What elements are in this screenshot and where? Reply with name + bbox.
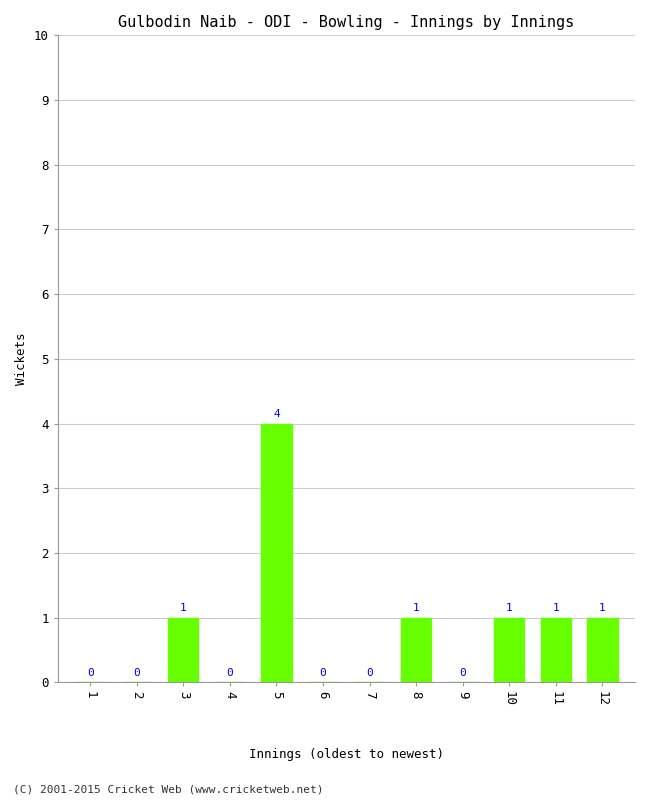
Text: 1: 1: [552, 603, 559, 613]
Bar: [261, 423, 292, 682]
X-axis label: Innings (oldest to newest): Innings (oldest to newest): [249, 748, 444, 761]
Text: 0: 0: [87, 668, 94, 678]
Text: 0: 0: [133, 668, 140, 678]
Text: 4: 4: [273, 409, 280, 419]
Text: 1: 1: [599, 603, 606, 613]
Text: 0: 0: [366, 668, 373, 678]
Bar: [494, 618, 525, 682]
Y-axis label: Wickets: Wickets: [15, 333, 28, 385]
Text: 1: 1: [413, 603, 419, 613]
Text: 0: 0: [460, 668, 466, 678]
Title: Gulbodin Naib - ODI - Bowling - Innings by Innings: Gulbodin Naib - ODI - Bowling - Innings …: [118, 15, 575, 30]
Text: (C) 2001-2015 Cricket Web (www.cricketweb.net): (C) 2001-2015 Cricket Web (www.cricketwe…: [13, 784, 324, 794]
Bar: [541, 618, 571, 682]
Text: 1: 1: [506, 603, 513, 613]
Bar: [587, 618, 618, 682]
Text: 0: 0: [226, 668, 233, 678]
Text: 0: 0: [320, 668, 326, 678]
Text: 1: 1: [180, 603, 187, 613]
Bar: [401, 618, 431, 682]
Bar: [168, 618, 198, 682]
